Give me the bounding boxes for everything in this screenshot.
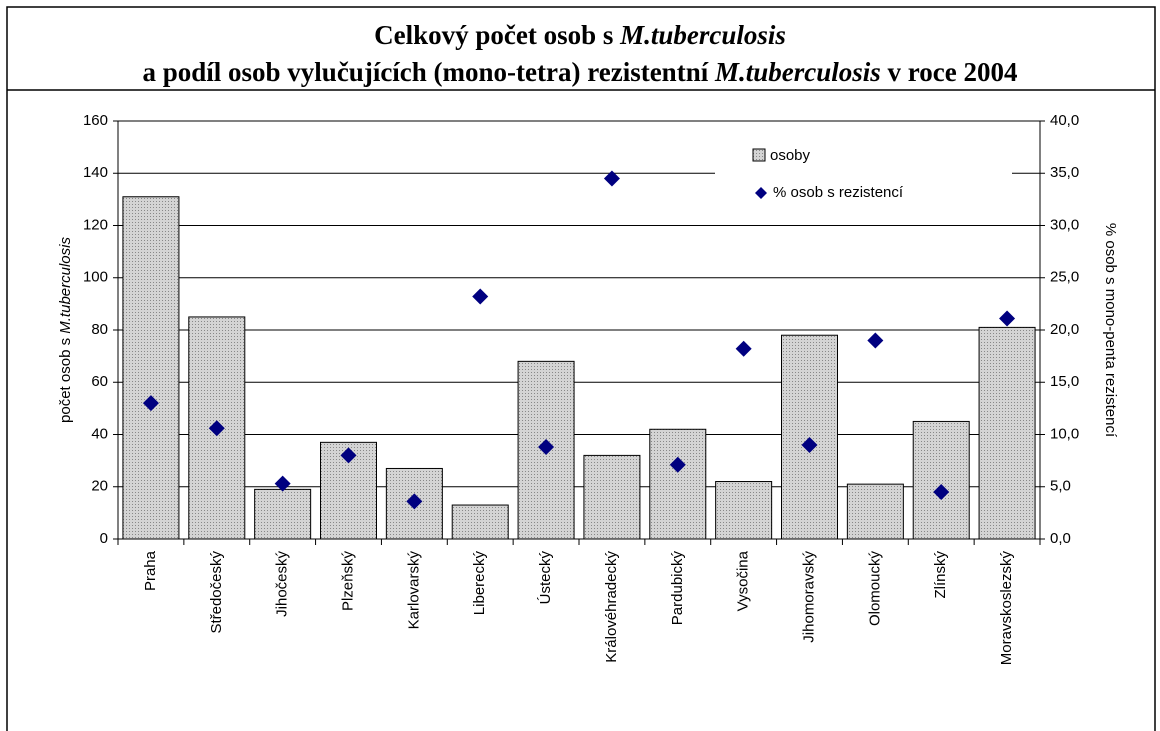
y-tick-label: 120: [83, 216, 108, 233]
y2-tick-label: 20,0: [1050, 321, 1079, 338]
legend-swatch: [752, 148, 766, 162]
y-tick-label: 80: [91, 321, 108, 338]
x-tick-label: Jihomoravský: [800, 551, 817, 643]
legend-label: % osob s rezistencí: [773, 184, 904, 201]
x-tick-label: Karlovarský: [405, 551, 422, 630]
frame: [6, 6, 1156, 731]
point: [669, 456, 686, 473]
legend-marker: [755, 187, 767, 199]
x-tick-label: Praha: [142, 550, 159, 591]
y2-tick-label: 15,0: [1050, 373, 1079, 390]
point: [208, 420, 225, 437]
y2-tick-label: 25,0: [1050, 269, 1079, 286]
point: [274, 475, 291, 492]
y-tick-label: 60: [91, 373, 108, 390]
x-tick-label: Olomoucký: [866, 551, 883, 627]
x-tick-label: Vysočina: [735, 550, 752, 611]
point: [142, 395, 159, 412]
point: [340, 447, 357, 464]
point: [472, 288, 489, 305]
x-tick-label: Královéhradecký: [603, 551, 620, 663]
bar: [451, 504, 509, 540]
y2-tick-label: 35,0: [1050, 164, 1079, 181]
chart-title: Celkový počet osob s M.tuberculosis: [374, 20, 786, 50]
x-tick-label: Liberecký: [471, 551, 488, 616]
bar: [649, 428, 707, 540]
bar: [978, 326, 1036, 540]
y2-tick-label: 5,0: [1050, 478, 1071, 495]
point: [538, 439, 555, 456]
title-part: a podíl osob vylučujících (mono-tetra) r…: [143, 57, 715, 87]
y2-tick-label: 10,0: [1050, 425, 1079, 442]
y-tick-label: 40: [91, 425, 108, 442]
chart-title: a podíl osob vylučujících (mono-tetra) r…: [143, 57, 1018, 87]
y-axis-title-part: M.tuberculosis: [57, 237, 74, 334]
x-tick-label: Zlínský: [932, 551, 949, 599]
bar: [583, 454, 641, 540]
bar: [912, 420, 970, 540]
bar: [122, 196, 180, 540]
point: [999, 310, 1016, 327]
x-tick-label: Plzeňský: [339, 551, 356, 612]
bar: [254, 488, 312, 540]
title-part: M.tuberculosis: [619, 20, 786, 50]
y-tick-label: 0: [100, 530, 108, 547]
bar: [846, 483, 904, 540]
point: [603, 170, 620, 187]
legend-label: osoby: [770, 147, 811, 164]
y2-tick-label: 0,0: [1050, 530, 1071, 547]
x-tick-label: Jihočeský: [274, 551, 291, 617]
title-part: Celkový počet osob s: [374, 20, 620, 50]
y2-axis-title: % osob s mono-penta rezistencí: [1102, 223, 1119, 438]
point: [735, 340, 752, 357]
point: [933, 483, 950, 500]
y-tick-label: 140: [83, 164, 108, 181]
y-axis-title: počet osob s M.tuberculosis: [57, 237, 74, 423]
y2-tick-label: 40,0: [1050, 112, 1079, 129]
point: [801, 436, 818, 453]
y2-tick-label: 30,0: [1050, 216, 1079, 233]
y-tick-label: 100: [83, 269, 108, 286]
y-tick-label: 20: [91, 478, 108, 495]
title-part: M.tuberculosis: [714, 57, 881, 87]
x-tick-label: Moravskoslezský: [998, 551, 1015, 666]
x-tick-label: Ústecký: [537, 551, 554, 605]
y-axis-title-part: počet osob s: [57, 334, 74, 423]
point: [867, 332, 884, 349]
point: [406, 493, 423, 510]
y-tick-label: 160: [83, 112, 108, 129]
x-tick-label: Středočeský: [208, 551, 225, 634]
title-part: v roce 2004: [881, 57, 1018, 87]
legend-box: [715, 136, 1012, 216]
x-tick-label: Pardubický: [669, 551, 686, 626]
bar: [715, 481, 773, 540]
